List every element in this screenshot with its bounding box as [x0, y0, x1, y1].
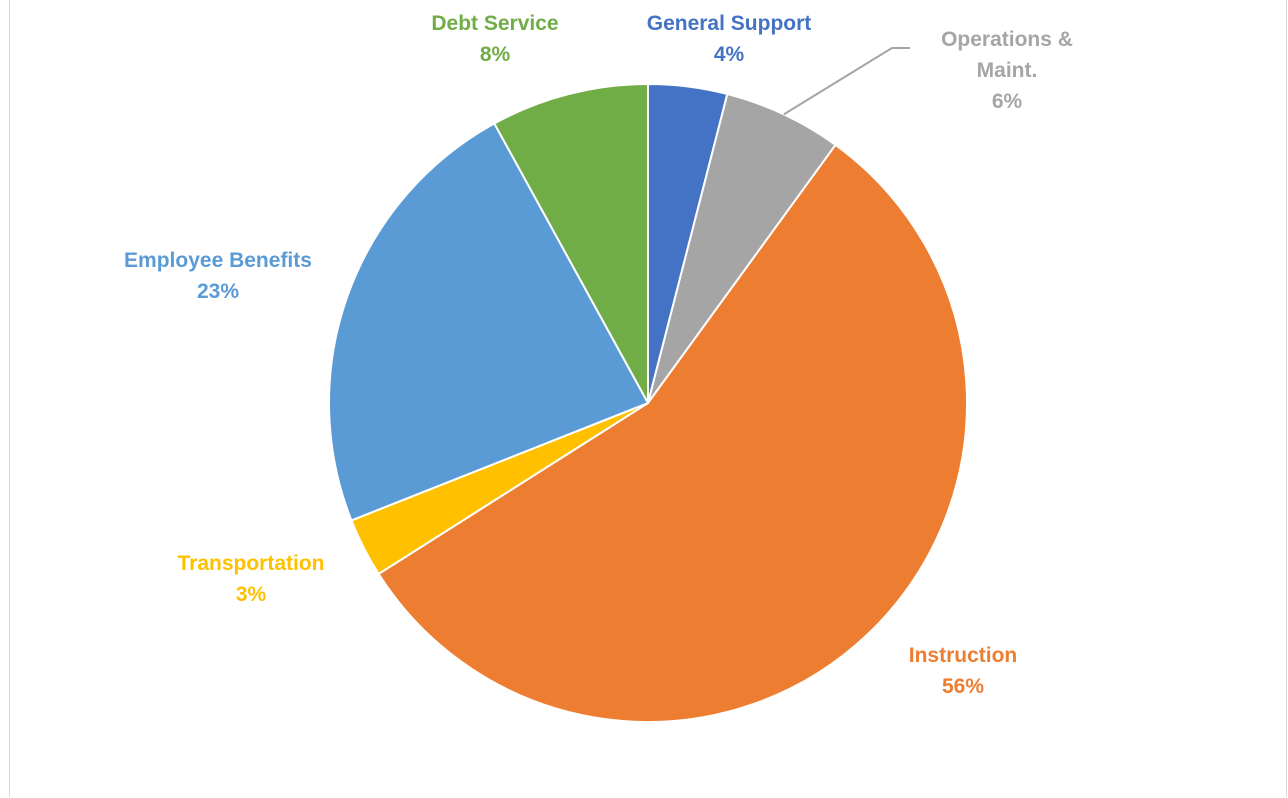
- leader-line-operations-and-maint: [783, 47, 910, 116]
- data-label-category: Maint.: [977, 59, 1038, 82]
- leader-lines: [783, 47, 910, 116]
- data-label-category: General Support: [647, 12, 812, 35]
- pie-slice-operations-and-maint: [647, 93, 837, 404]
- data-label-debt-service: Debt Service 8%: [431, 12, 558, 66]
- data-label-percent: 4%: [714, 43, 745, 66]
- data-label-percent: 56%: [942, 675, 984, 698]
- pie-slices: [328, 83, 968, 723]
- data-label-category: Operations &: [941, 28, 1073, 51]
- data-label-category: Transportation: [177, 552, 324, 575]
- pie-slice-employee-benefits: [328, 122, 649, 522]
- data-label-general-support: General Support 4%: [647, 12, 812, 66]
- data-label-category: Instruction: [909, 644, 1018, 667]
- data-label-percent: 8%: [480, 43, 511, 66]
- data-label-percent: 6%: [992, 90, 1023, 113]
- data-label-category: Debt Service: [431, 12, 558, 35]
- data-label-employee-benefits: Employee Benefits 23%: [124, 249, 312, 303]
- data-label-transportation: Transportation 3%: [177, 552, 324, 606]
- data-label-instruction: Instruction 56%: [909, 644, 1018, 698]
- data-labels: General Support 4% Operations & Maint. 6% Ins…: [124, 12, 1073, 698]
- pie-slice-instruction: [377, 143, 968, 723]
- data-label-category: Employee Benefits: [124, 249, 312, 272]
- data-label-percent: 23%: [197, 280, 239, 303]
- data-label-operations-and-maint: Operations & Maint. 6%: [941, 28, 1073, 113]
- data-label-percent: 3%: [236, 583, 267, 606]
- pie-slice-debt-service: [493, 83, 649, 404]
